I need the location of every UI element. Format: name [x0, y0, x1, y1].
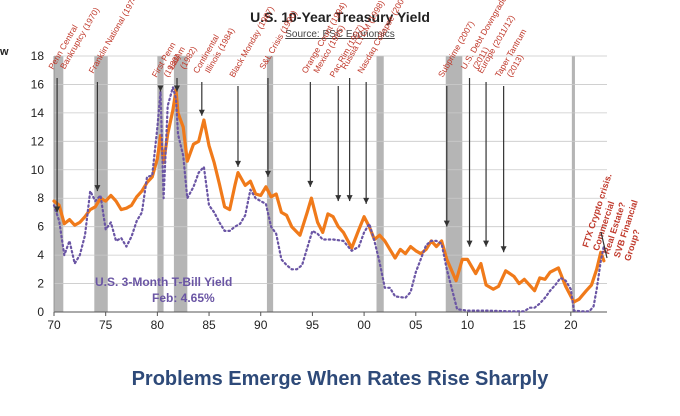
recession-band-6 — [445, 56, 463, 312]
annotation-arrowhead-9 — [346, 195, 353, 202]
y-tick-label-10: 10 — [31, 163, 45, 177]
annotation-arrowhead-14 — [500, 246, 507, 253]
caption-text: Problems Emerge When Rates Rise Sharply — [131, 368, 549, 390]
y-tick-label-16: 16 — [31, 77, 45, 91]
annotation-arrowhead-11 — [443, 220, 450, 227]
recession-bands — [54, 56, 575, 312]
ten-year-yield-line — [52, 88, 606, 304]
x-tick-label-10: 10 — [461, 318, 475, 332]
y-tick-label-2: 2 — [37, 277, 44, 291]
x-tick-label-90: 90 — [254, 318, 268, 332]
x-tick-label-00: 00 — [357, 318, 371, 332]
annotation-arrowhead-3 — [174, 85, 181, 92]
y-tick-label-0: 0 — [37, 305, 44, 319]
annotation-arrowhead-7 — [307, 180, 314, 187]
x-tick-label-05: 05 — [409, 318, 423, 332]
recession-band-0 — [54, 56, 64, 312]
y-axis-ticks: 0 2 4 6 8 10 12 14 16 18 — [31, 49, 45, 319]
annotation-arrowhead-8 — [335, 195, 342, 202]
x-tick-label-75: 75 — [99, 318, 113, 332]
annotation-arrowhead-2 — [157, 85, 164, 92]
x-axis-ticks: 70 75 80 85 90 95 00 05 10 15 20 — [47, 312, 578, 332]
grid-lines — [53, 55, 607, 313]
y-tick-label-18: 18 — [31, 49, 45, 63]
chart-title: U.S. 10-Year Treasury Yield — [250, 9, 430, 25]
x-tick-label-15: 15 — [512, 318, 526, 332]
y-tick-label-6: 6 — [37, 220, 44, 234]
recession-band-5 — [376, 56, 384, 312]
x-tick-label-20: 20 — [564, 318, 578, 332]
edge-text-fragment: w — [0, 46, 9, 58]
annotation-arrowhead-0 — [54, 206, 61, 213]
y-tick-label-12: 12 — [31, 134, 45, 148]
tbill-yield-line — [52, 86, 605, 313]
x-tick-label-95: 95 — [306, 318, 320, 332]
annotation-arrowhead-4 — [198, 109, 205, 116]
x-tick-label-70: 70 — [47, 318, 61, 332]
annotation-arrowhead-1 — [94, 185, 101, 192]
recession-band-7 — [571, 56, 575, 312]
annotation-arrowhead-10 — [363, 197, 370, 204]
x-tick-label-80: 80 — [151, 318, 165, 332]
chart-source: Source: PSC Economics — [285, 29, 395, 40]
recession-band-4 — [266, 56, 274, 312]
side-annotation-arrow — [600, 231, 608, 259]
tbill-value-label: Feb: 4.65% — [152, 291, 215, 305]
series-lines — [52, 86, 606, 313]
annotation-arrowhead-12 — [466, 240, 473, 247]
x-tick-label-85: 85 — [202, 318, 216, 332]
tbill-series-label: U.S. 3-Month T-Bill Yield — [95, 275, 232, 289]
annotation-arrowhead-5 — [234, 160, 241, 167]
y-tick-label-14: 14 — [31, 106, 45, 120]
recession-band-1 — [94, 56, 108, 312]
annotation-arrowhead-6 — [264, 170, 271, 177]
y-tick-label-4: 4 — [37, 248, 44, 262]
y-tick-label-8: 8 — [37, 191, 44, 205]
annotation-arrowhead-13 — [483, 240, 490, 247]
recession-band-2 — [157, 56, 164, 312]
